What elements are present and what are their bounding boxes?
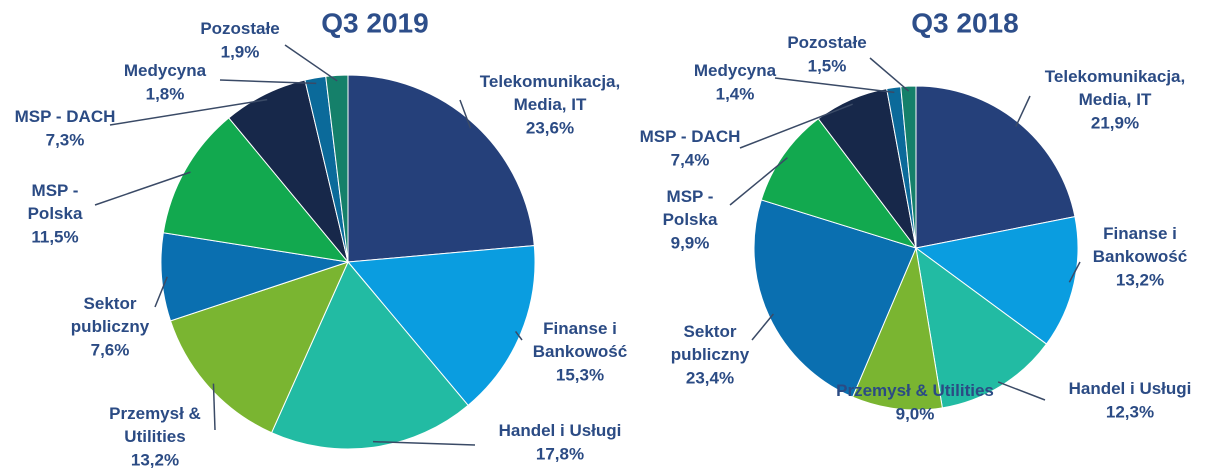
- pie-slice: [325, 74, 349, 263]
- pie-slice: [753, 199, 917, 398]
- value-label: 7,3%: [46, 130, 85, 149]
- slice-label: Pozostałe: [787, 33, 866, 52]
- slice-label: Sektor publiczny: [671, 322, 750, 364]
- chart-title: Q3 2019: [321, 7, 428, 38]
- value-label: 7,4%: [671, 150, 710, 169]
- pie-slice: [915, 85, 1076, 249]
- slice-label: Finanse i Bankowość: [1093, 224, 1187, 266]
- slice-label: Medycyna: [694, 61, 777, 80]
- value-label: 23,6%: [526, 118, 574, 137]
- chart-title: Q3 2018: [911, 7, 1018, 38]
- leader-line: [1068, 261, 1081, 283]
- pie-slice: [915, 246, 1048, 409]
- slice-label: MSP -Polska: [28, 181, 83, 223]
- value-label: 13,2%: [131, 450, 179, 468]
- slice-label: Handel i Usługi: [499, 421, 622, 440]
- pie-slice: [900, 85, 917, 249]
- pie-slice: [169, 261, 349, 434]
- slice-label: MSP - DACH: [640, 127, 741, 146]
- value-label: 12,3%: [1106, 402, 1154, 421]
- value-label: 1,8%: [146, 84, 185, 103]
- leader-line: [212, 383, 216, 431]
- slice-label: Medycyna: [124, 61, 207, 80]
- value-label: 11,5%: [31, 227, 78, 246]
- pie-slice: [914, 216, 1079, 345]
- pie-slice: [347, 74, 535, 263]
- value-label: 7,6%: [91, 340, 130, 359]
- pie-slice: [270, 261, 469, 450]
- leader-line: [1015, 95, 1031, 127]
- slice-label: Telekomunikacja, Media, IT: [1045, 67, 1185, 109]
- leader-line: [109, 98, 268, 126]
- leader-line: [219, 79, 317, 85]
- slice-label: Pozostałe: [200, 19, 279, 38]
- value-label: 21,9%: [1091, 113, 1139, 132]
- value-label: 1,4%: [716, 84, 755, 103]
- slice-label: Sektor publiczny: [71, 294, 150, 336]
- value-label: 1,5%: [808, 56, 847, 75]
- slice-label: Handel i Usługi: [1069, 379, 1192, 398]
- pie-slice: [760, 118, 918, 249]
- leader-line: [751, 313, 774, 341]
- leader-line: [284, 44, 338, 82]
- value-label: 13,2%: [1116, 270, 1164, 289]
- slice-label: Finanse i Bankowość: [533, 319, 627, 361]
- value-label: 15,3%: [556, 365, 604, 384]
- value-label: 23,4%: [686, 368, 734, 387]
- leader-line: [459, 99, 472, 129]
- slice-label: Telekomunikacja, Media, IT: [480, 72, 620, 114]
- leader-line: [997, 381, 1046, 401]
- slice-label: Przemysł & Utilities: [836, 381, 994, 400]
- leader-line: [774, 77, 895, 94]
- leader-line: [869, 57, 910, 92]
- slice-label: MSP -Polska: [663, 187, 718, 229]
- leader-line: [94, 171, 191, 206]
- value-label: 17,8%: [536, 444, 584, 463]
- leader-line: [372, 440, 476, 446]
- value-label: 9,9%: [671, 233, 710, 252]
- value-label: 1,9%: [221, 42, 260, 61]
- pie-slice: [851, 246, 943, 411]
- slice-label: MSP - DACH: [15, 107, 116, 126]
- leader-line: [514, 330, 523, 341]
- value-label: 9,0%: [896, 404, 935, 423]
- leader-line: [154, 276, 168, 308]
- pie-slice: [347, 245, 536, 407]
- slice-label: Przemysł & Utilities: [109, 404, 201, 446]
- leader-line: [729, 157, 788, 206]
- leader-line: [739, 103, 853, 149]
- pie-slice: [162, 117, 350, 263]
